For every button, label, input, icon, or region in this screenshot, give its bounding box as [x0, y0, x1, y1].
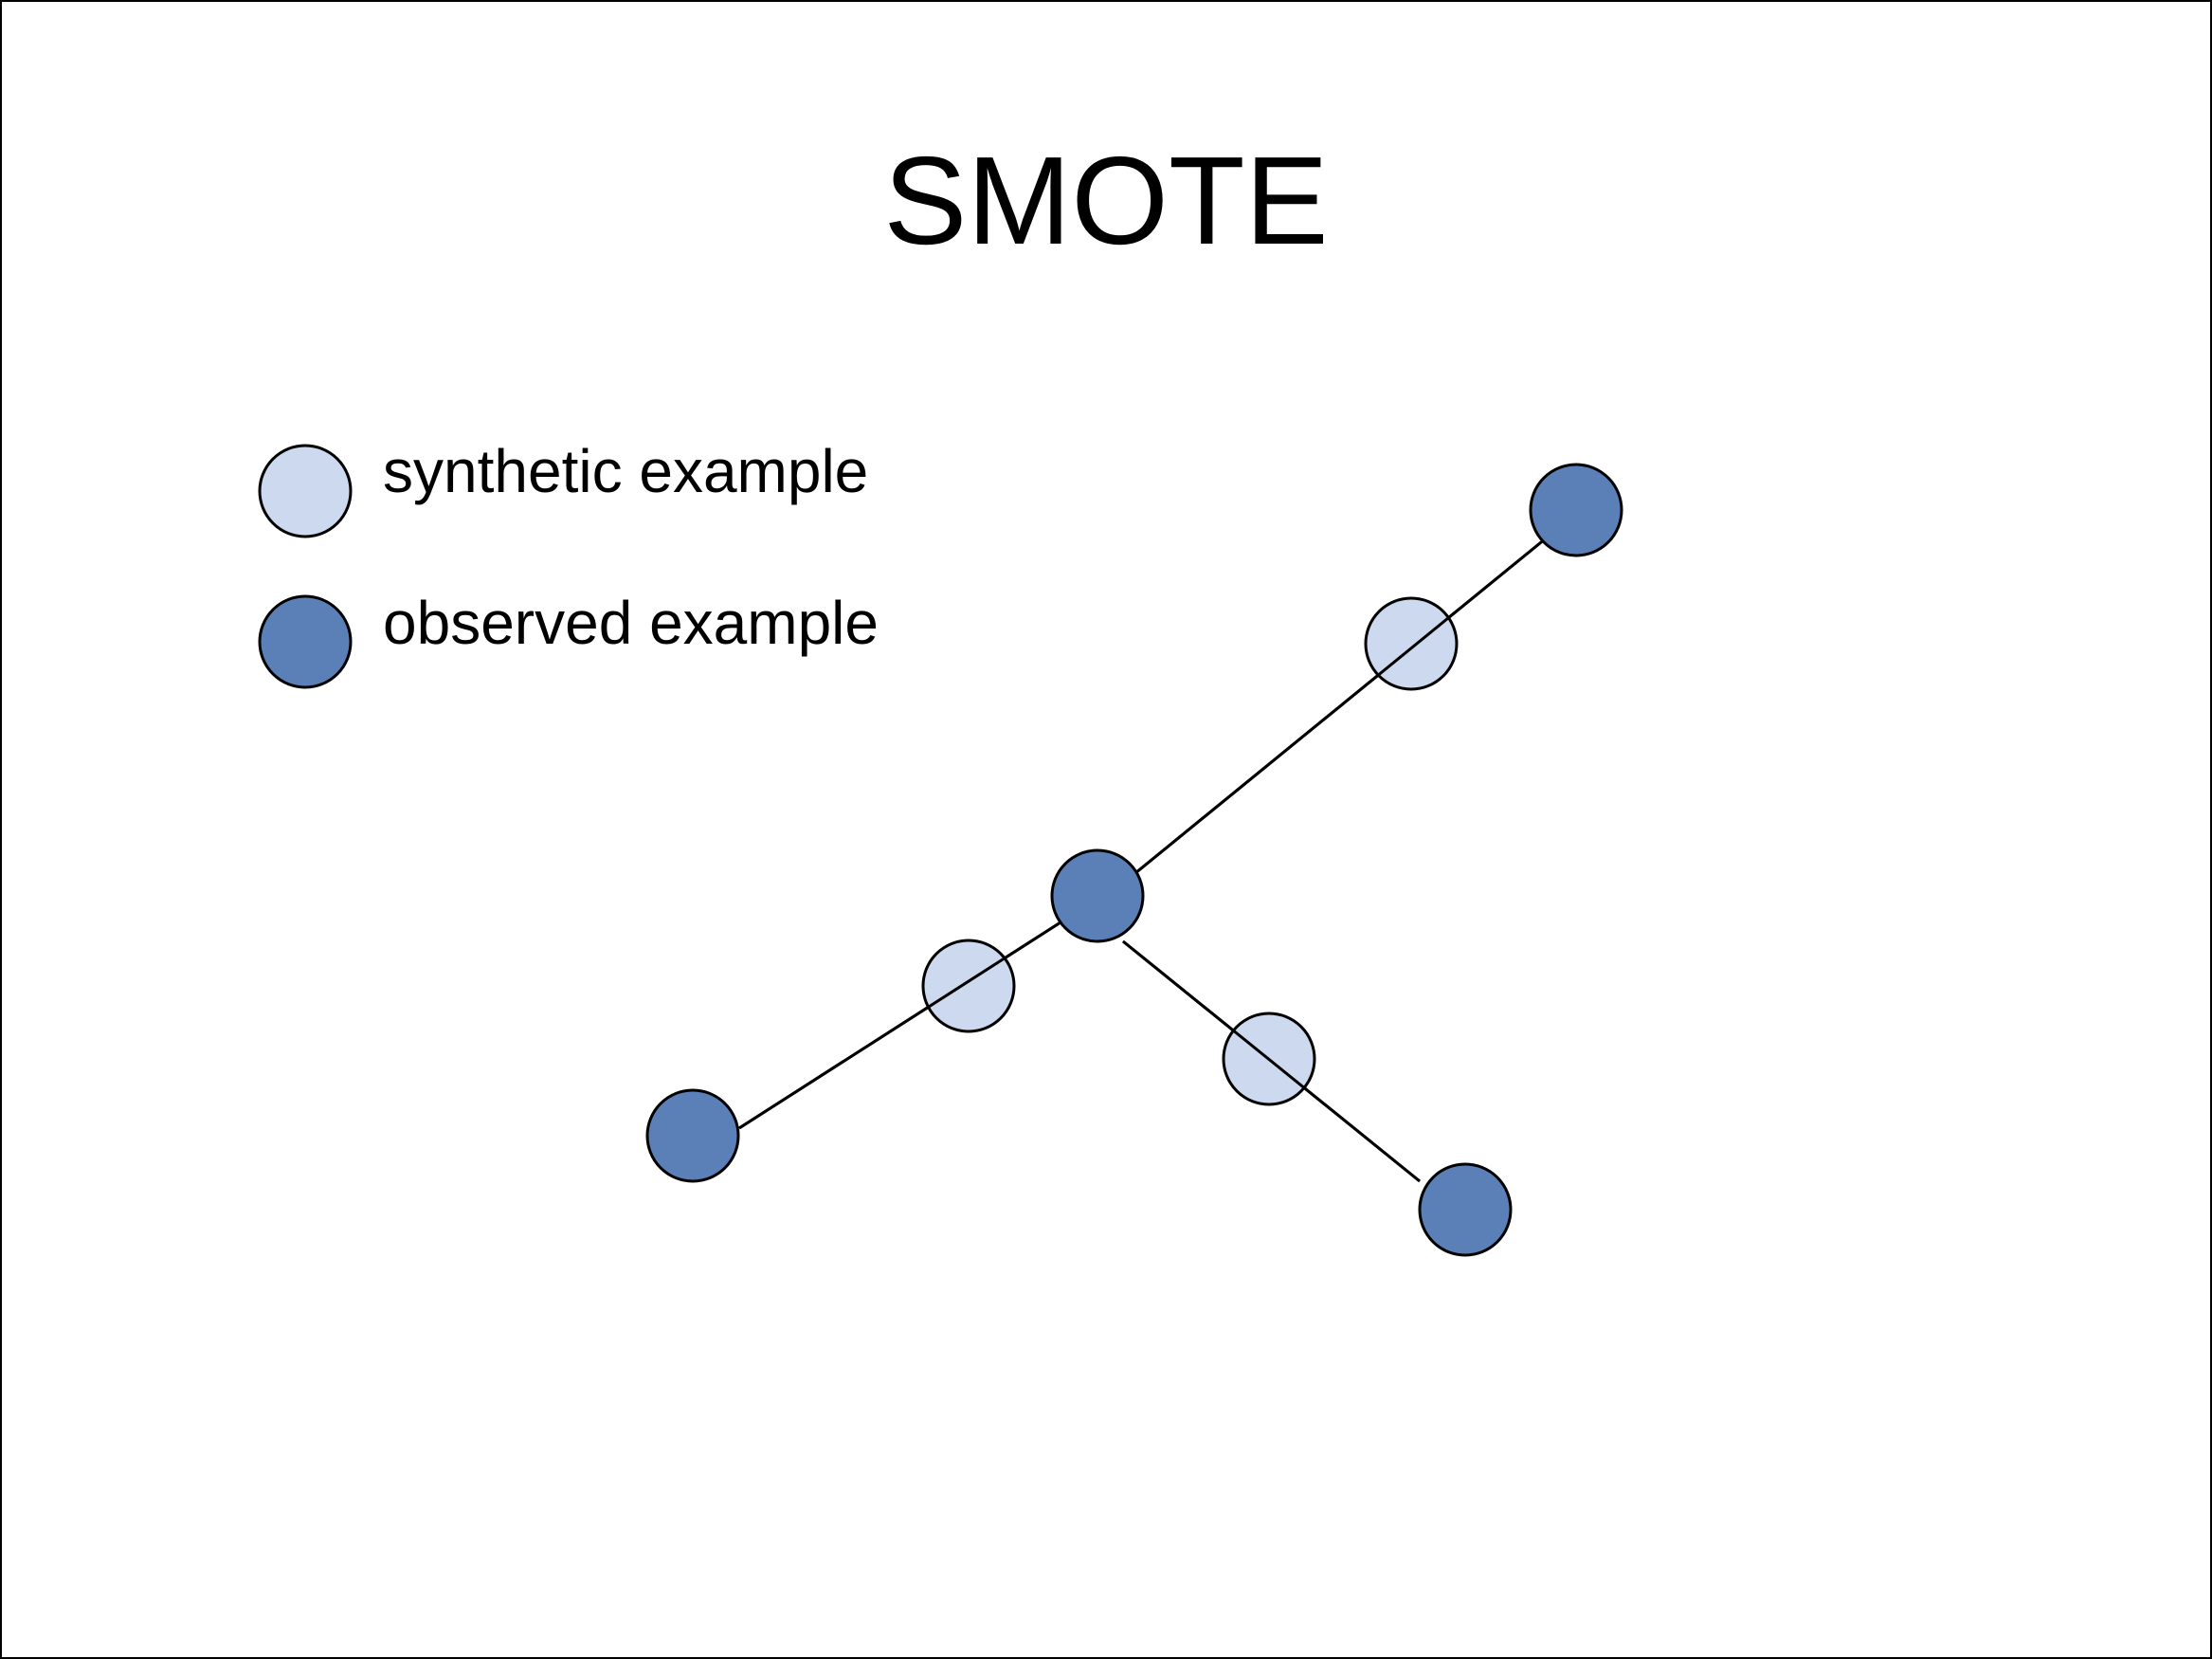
- observed-point: [1418, 1162, 1513, 1257]
- slide-title: SMOTE: [883, 131, 1329, 270]
- synthetic-point: [921, 939, 1016, 1033]
- legend-observed-label: observed example: [383, 589, 879, 657]
- legend-synthetic-marker: [258, 444, 353, 538]
- observed-point: [1050, 848, 1145, 943]
- legend-synthetic-label: synthetic example: [383, 437, 869, 505]
- observed-point: [1529, 463, 1623, 557]
- legend-observed-marker: [258, 594, 353, 689]
- observed-point: [645, 1088, 740, 1183]
- edge-overlay: [1122, 939, 1421, 1183]
- edge-overlay: [1134, 537, 1547, 875]
- edge-overlay: [738, 921, 1061, 1130]
